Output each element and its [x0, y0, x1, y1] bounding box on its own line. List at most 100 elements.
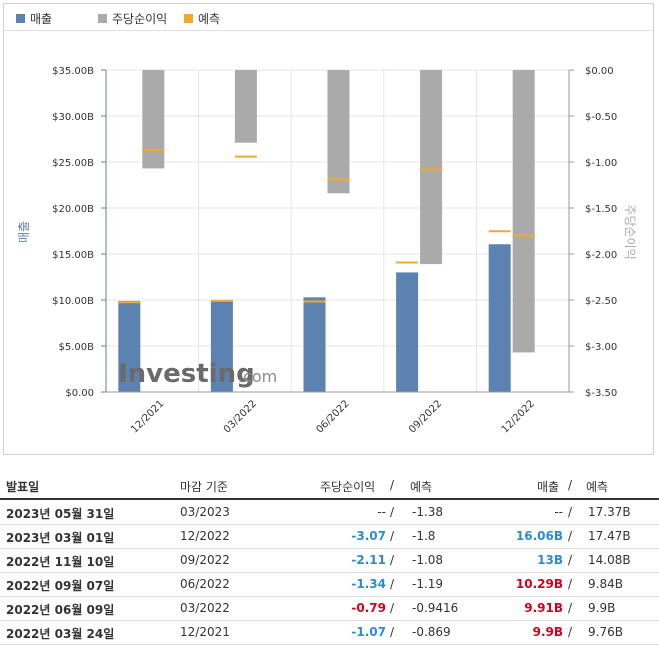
- cell-date: 2022년 09월 07일: [6, 579, 115, 593]
- cell-revenue: --: [554, 505, 563, 519]
- cell-rev-forecast: 14.08B: [588, 553, 631, 567]
- cell-period: 03/2023: [180, 505, 230, 519]
- x-tick-label: 12/2022: [500, 398, 537, 435]
- watermark-brand: Investing: [118, 359, 255, 389]
- cell-period: 12/2021: [180, 625, 230, 639]
- legend-item-eps[interactable]: 주당순이익: [98, 10, 167, 27]
- revenue-swatch-icon: [16, 14, 25, 23]
- table-row[interactable]: 2022년 09월 07일 06/2022 -1.34 / -1.19 10.29B / 9.…: [0, 572, 659, 597]
- cell-eps-sep: /: [390, 505, 395, 519]
- cell-rev-forecast: 9.9B: [588, 601, 616, 615]
- th-eps[interactable]: 주당순이익: [320, 480, 376, 494]
- cell-eps: --: [377, 505, 386, 519]
- y-left-tick-label: $35.00B: [52, 66, 94, 77]
- cell-date: 2022년 06월 09일: [6, 603, 115, 617]
- eps-bar: [234, 70, 257, 143]
- th-period[interactable]: 마감 기준: [180, 480, 228, 494]
- cell-date: 2022년 11월 10일: [6, 555, 115, 569]
- cell-eps-sep: /: [390, 577, 395, 591]
- y-right-tick-label: $-1.50: [585, 204, 617, 215]
- legend-item-revenue[interactable]: 매출: [16, 10, 52, 27]
- table-row[interactable]: 2022년 11월 10일 09/2022 -2.11 / -1.08 13B / 14.08…: [0, 548, 659, 573]
- th-eps-forecast[interactable]: 예측: [410, 480, 433, 494]
- th-revenue[interactable]: 매출: [537, 480, 560, 494]
- revenue-bar: [396, 272, 419, 392]
- cell-rev-sep: /: [568, 625, 573, 639]
- forecast-swatch-icon: [184, 14, 193, 23]
- cell-eps-forecast: -1.19: [412, 577, 444, 591]
- cell-eps: -0.79: [351, 601, 386, 615]
- y-right-tick-label: $-3.00: [585, 342, 617, 353]
- y-right-tick-label: $-2.50: [585, 296, 617, 307]
- th-date[interactable]: 발표일: [6, 480, 40, 494]
- cell-eps-forecast: -1.08: [412, 553, 444, 567]
- cell-rev-sep: /: [568, 553, 573, 567]
- cell-period: 03/2022: [180, 601, 230, 615]
- cell-date: 2022년 03월 24일: [6, 627, 115, 641]
- chart-plot: Investing .com $35.00B $0.00 $30.00B $-0.50…: [17, 66, 637, 435]
- y-right-tick-label: $0.00: [585, 66, 614, 77]
- cell-revenue: 9.9B: [532, 625, 563, 639]
- cell-eps-sep: /: [390, 625, 395, 639]
- bars-layer: [118, 70, 535, 392]
- cell-eps: -2.11: [351, 553, 386, 567]
- y-right-tick-label: $-0.50: [585, 112, 617, 123]
- table-row[interactable]: 2023년 05월 31일 03/2023 -- / -1.38 -- / 17.37B: [0, 500, 659, 525]
- eps-bar: [512, 70, 535, 353]
- table-row[interactable]: 2022년 06월 09일 03/2022 -0.79 / -0.9416 9.91B / 9…: [0, 596, 659, 621]
- cell-rev-forecast: 17.37B: [588, 505, 631, 519]
- cell-eps: -1.34: [351, 577, 386, 591]
- cell-date: 2023년 03월 01일: [6, 531, 115, 545]
- y-left-axis-label: 매출: [17, 221, 31, 243]
- earnings-chart-panel: 매출 주당순이익 예측 Investing .com $35.00B $0.00 $…: [3, 3, 654, 455]
- x-tick-label: 09/2022: [407, 398, 444, 435]
- cell-rev-forecast: 17.47B: [588, 529, 631, 543]
- cell-rev-forecast: 9.76B: [588, 625, 623, 639]
- revenue-bar: [118, 300, 141, 392]
- x-tick-label: 03/2022: [222, 398, 259, 435]
- forecast-layer: [118, 148, 535, 304]
- revenue-bar: [488, 244, 511, 392]
- cell-period: 09/2022: [180, 553, 230, 567]
- x-tick-label: 12/2021: [129, 398, 166, 435]
- y-left-tick-label: $20.00B: [52, 204, 94, 215]
- cell-rev-sep: /: [568, 601, 573, 615]
- table-row[interactable]: 2022년 03월 24일 12/2021 -1.07 / -0.869 9.9B / 9.7…: [0, 620, 659, 645]
- eps-bar: [142, 70, 165, 169]
- legend-label-revenue: 매출: [30, 12, 53, 26]
- cell-rev-sep: /: [568, 577, 573, 591]
- investing-watermark: Investing .com: [118, 359, 277, 389]
- x-tick-label: 06/2022: [314, 398, 351, 435]
- cell-rev-sep: /: [568, 529, 573, 543]
- eps-swatch-icon: [98, 14, 107, 23]
- y-left-tick-label: $15.00B: [52, 250, 94, 261]
- th-rev-sep: /: [568, 478, 573, 492]
- y-left-tick-label: $30.00B: [52, 112, 94, 123]
- y-left-tick-label: $0.00: [65, 388, 94, 399]
- cell-eps: -1.07: [351, 625, 386, 639]
- cell-eps-sep: /: [390, 529, 395, 543]
- legend-divider: [4, 30, 653, 31]
- y-right-tick-label: $-2.00: [585, 250, 617, 261]
- th-eps-sep: /: [390, 478, 395, 492]
- cell-revenue: 9.91B: [524, 601, 563, 615]
- y-right-tick-label: $-1.00: [585, 158, 617, 169]
- revenue-bar: [210, 300, 233, 392]
- y-left-tick-label: $10.00B: [52, 296, 94, 307]
- cell-revenue: 16.06B: [515, 529, 563, 543]
- cell-eps: -3.07: [351, 529, 386, 543]
- th-rev-forecast[interactable]: 예측: [586, 480, 609, 494]
- legend-item-forecast[interactable]: 예측: [184, 10, 220, 27]
- cell-eps-forecast: -1.38: [412, 505, 444, 519]
- cell-eps-forecast: -0.869: [412, 625, 451, 639]
- eps-bar: [327, 70, 350, 194]
- watermark-suffix: .com: [238, 367, 277, 386]
- table-row[interactable]: 2023년 03월 01일 12/2022 -3.07 / -1.8 16.06B / 17.…: [0, 524, 659, 549]
- legend-label-forecast: 예측: [198, 12, 221, 26]
- chart-legend: 매출 주당순이익 예측: [4, 4, 653, 31]
- cell-eps-sep: /: [390, 601, 395, 615]
- cell-period: 12/2022: [180, 529, 230, 543]
- cell-date: 2023년 05월 31일: [6, 507, 115, 521]
- cell-rev-forecast: 9.84B: [588, 577, 623, 591]
- cell-revenue: 13B: [537, 553, 563, 567]
